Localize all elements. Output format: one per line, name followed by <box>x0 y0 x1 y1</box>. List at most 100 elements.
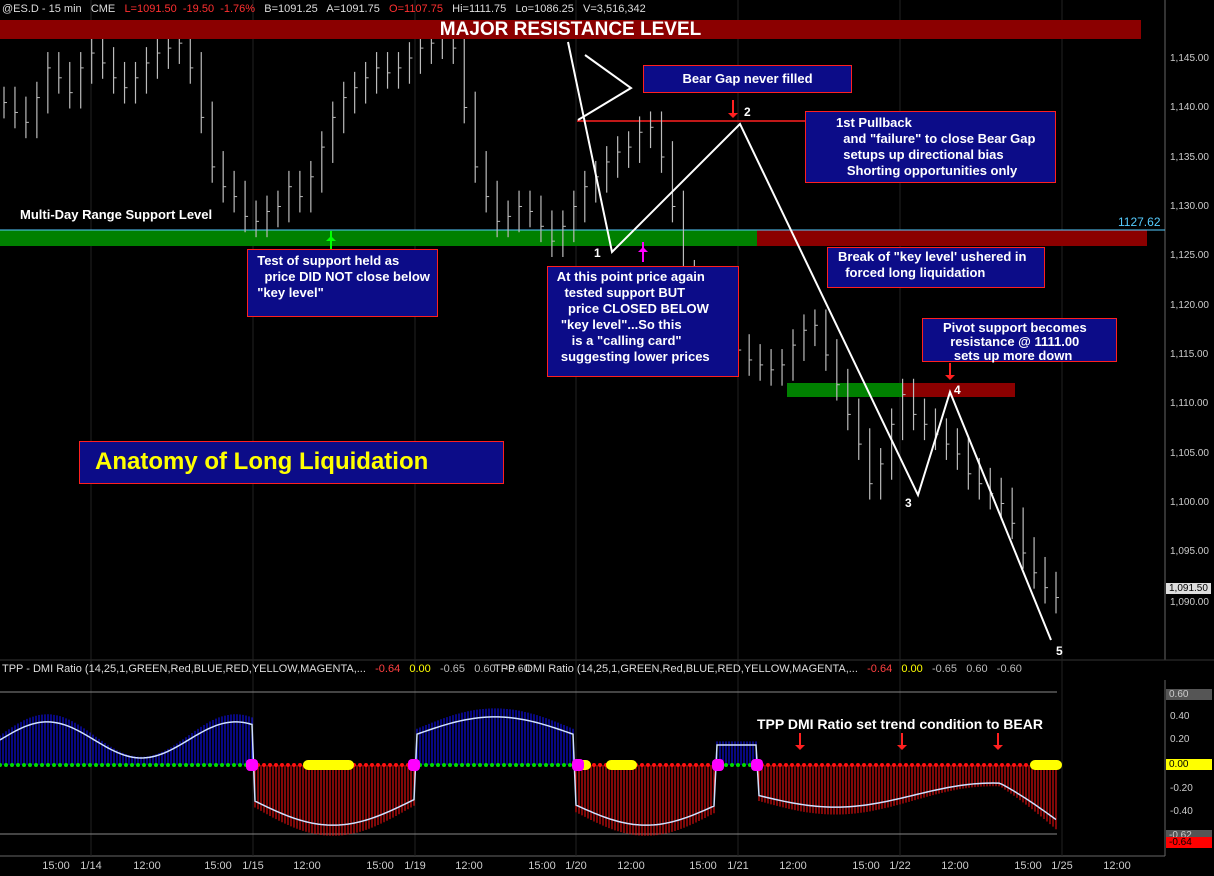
x-tick-label: 12:00 <box>617 860 645 872</box>
wave-label-3: 3 <box>905 496 912 510</box>
pivot-support-band <box>787 383 902 397</box>
dmi-zero-dot <box>886 763 890 767</box>
x-tick-label: 15:00 <box>1014 860 1042 872</box>
dmi-zero-dot <box>94 763 98 767</box>
dmi-zero-dot <box>778 763 782 767</box>
dmi-zero-dot <box>1024 763 1028 767</box>
ind-zero-marker: 0.00 <box>1166 759 1212 770</box>
dmi-zero-dot <box>226 763 230 767</box>
indicator-legend-left: TPP - DMI Ratio (14,25,1,GREEN,Red,BLUE,… <box>2 663 530 675</box>
dmi-zero-dot <box>784 763 788 767</box>
dmi-zero-dot <box>178 763 182 767</box>
symbol: @ES.D - 15 min <box>2 3 82 15</box>
x-tick-label: 12:00 <box>1103 860 1131 872</box>
dmi-zero-dot <box>220 763 224 767</box>
dmi-zero-dot <box>502 763 506 767</box>
dmi-zero-dot <box>382 763 386 767</box>
ind-tick: -0.20 <box>1170 783 1193 794</box>
dmi-zero-dot <box>292 763 296 767</box>
major-resistance-band: MAJOR RESISTANCE LEVEL <box>0 20 1141 39</box>
dmi-zero-dot <box>796 763 800 767</box>
x-tick-label: 15:00 <box>42 860 70 872</box>
indicator-value-5b: -0.60 <box>996 663 1022 675</box>
dmi-zero-dot <box>166 763 170 767</box>
indicator-value-5: -0.60 <box>504 663 530 675</box>
dmi-zero-dot <box>820 763 824 767</box>
dmi-zero-dot <box>424 763 428 767</box>
x-tick-label: 1/20 <box>565 860 587 872</box>
bid: B=1091.25 <box>264 3 318 15</box>
ind-tick-bottom: -0.62 <box>1166 830 1212 841</box>
dmi-zero-dot <box>298 763 302 767</box>
dmi-zero-dot <box>790 763 794 767</box>
dmi-zero-dot <box>1018 763 1022 767</box>
dmi-zero-dot <box>484 763 488 767</box>
y-tick: 1,095.00 <box>1170 546 1209 557</box>
indicator-name: TPP - DMI Ratio (14,25,1,GREEN,Red,BLUE,… <box>2 663 366 675</box>
dmi-magenta-marker <box>246 759 258 771</box>
dmi-zero-dot <box>772 763 776 767</box>
ask: A=1091.75 <box>326 3 380 15</box>
dmi-zero-dot <box>892 763 896 767</box>
indicator-value-4b: 0.60 <box>966 663 988 675</box>
indicator-value-2b: 0.00 <box>901 663 923 675</box>
dmi-zero-dot <box>88 763 92 767</box>
dmi-zero-dot <box>442 763 446 767</box>
dmi-zero-dot <box>550 763 554 767</box>
dmi-zero-dot <box>520 763 524 767</box>
dmi-zero-dot <box>826 763 830 767</box>
dmi-zero-dot <box>982 763 986 767</box>
dmi-zero-dot <box>130 763 134 767</box>
gap-arrow <box>577 54 633 121</box>
dmi-zero-dot <box>802 763 806 767</box>
dmi-zero-dot <box>232 763 236 767</box>
bear-signal-arrow-head <box>795 745 805 750</box>
dmi-zero-dot <box>376 763 380 767</box>
wave-label-5: 5 <box>1056 644 1063 658</box>
dmi-zero-dot <box>190 763 194 767</box>
high-price: Hi=1111.75 <box>452 3 507 15</box>
x-tick-label: 15:00 <box>528 860 556 872</box>
x-tick-label: 15:00 <box>204 860 232 872</box>
dmi-zero-dot <box>670 763 674 767</box>
dmi-zero-dot <box>874 763 878 767</box>
dmi-zero-dot <box>970 763 974 767</box>
y-tick: 1,145.00 <box>1170 53 1209 64</box>
dmi-zero-dot <box>838 763 842 767</box>
dmi-zero-dot <box>706 763 710 767</box>
dmi-zero-dot <box>934 763 938 767</box>
dmi-zero-dot <box>262 763 266 767</box>
dmi-zero-dot <box>1012 763 1016 767</box>
dmi-zero-dot <box>652 763 656 767</box>
dmi-zero-dot <box>964 763 968 767</box>
y-tick: 1,110.00 <box>1170 398 1209 409</box>
dmi-magenta-marker <box>712 759 724 771</box>
dmi-magenta-marker <box>751 759 763 771</box>
indicator-value-3: -0.65 <box>439 663 466 675</box>
dmi-zero-dot <box>952 763 956 767</box>
dmi-zero-dot <box>676 763 680 767</box>
dmi-zero-dot <box>454 763 458 767</box>
dmi-zero-dot <box>268 763 272 767</box>
dmi-zero-dot <box>916 763 920 767</box>
y-tick: 1,130.00 <box>1170 201 1209 212</box>
dmi-zero-dot <box>286 763 290 767</box>
dmi-zero-dot <box>64 763 68 767</box>
dmi-zero-dot <box>940 763 944 767</box>
chart-header: @ES.D - 15 min CME L=1091.50 -19.50 -1.7… <box>2 3 646 15</box>
dmi-zero-dot <box>568 763 572 767</box>
dmi-zero-dot <box>742 763 746 767</box>
dmi-zero-dot <box>154 763 158 767</box>
dmi-zero-dot <box>388 763 392 767</box>
x-tick-label: 12:00 <box>293 860 321 872</box>
dmi-zero-dot <box>562 763 566 767</box>
dmi-zero-dot <box>274 763 278 767</box>
dmi-zero-dot <box>448 763 452 767</box>
dmi-zero-dot <box>844 763 848 767</box>
dmi-zero-dot <box>172 763 176 767</box>
elliott-wave-line <box>567 41 1052 641</box>
last-price: L=1091.50 <box>124 3 177 15</box>
broken-support-band <box>757 230 1147 246</box>
dmi-zero-dot <box>202 763 206 767</box>
ind-tick: 0.40 <box>1170 711 1190 722</box>
